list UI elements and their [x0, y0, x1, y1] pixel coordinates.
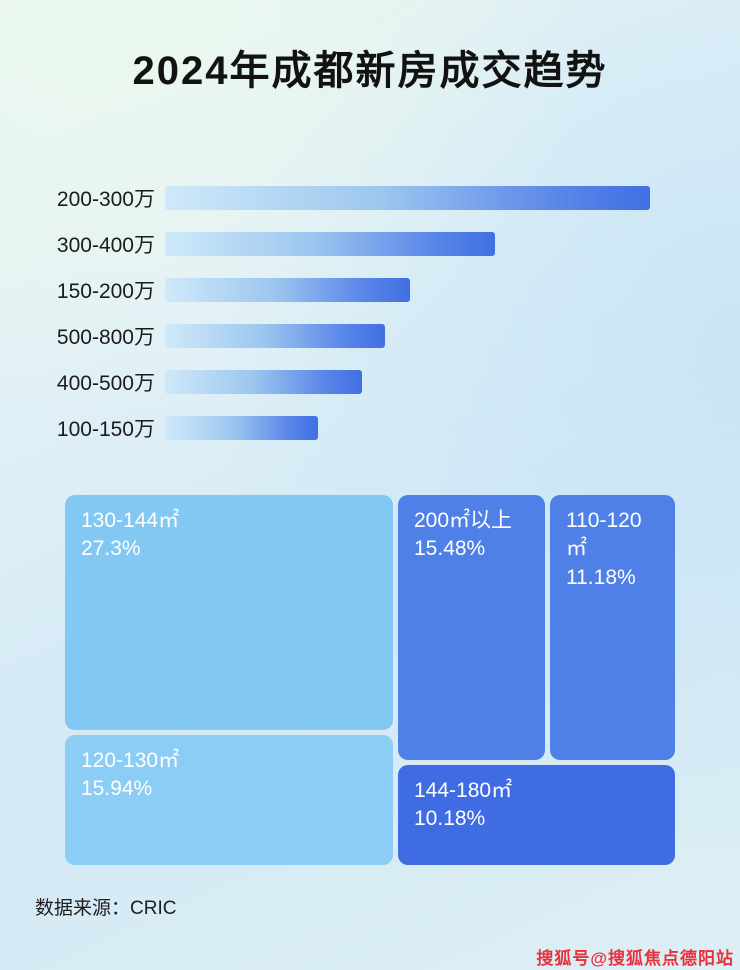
treemap-box-130-144: 130-144㎡ 27.3%: [65, 495, 393, 730]
bar-row: 400-500万: [0, 370, 740, 395]
treemap-label: 130-144㎡: [81, 509, 180, 532]
bar-row: 300-400万: [0, 232, 740, 257]
treemap-box-120-130: 120-130㎡ 15.94%: [65, 735, 393, 865]
bar-row: 150-200万: [0, 278, 740, 303]
bar: [165, 416, 318, 440]
bar-label: 200-300万: [56, 188, 155, 211]
bar-row: 100-150万: [0, 416, 740, 441]
treemap-value: 15.94%: [81, 777, 153, 801]
page-title: 2024年成都新房成交趋势: [132, 49, 608, 93]
treemap-value: 27.3%: [81, 537, 141, 561]
treemap-value: 10.18%: [414, 807, 486, 831]
bar: [165, 324, 385, 348]
bar-label: 300-400万: [56, 234, 155, 257]
treemap-box-110-120: 110-120㎡ 11.18%: [550, 495, 675, 760]
treemap-label: 144-180㎡: [414, 779, 513, 802]
bar-row: 200-300万: [0, 186, 740, 211]
bar: [165, 278, 410, 302]
treemap-value: 15.48%: [414, 537, 486, 561]
area-treemap: 130-144㎡ 27.3% 200㎡以上 15.48% 110-120㎡ 11…: [65, 495, 675, 865]
bar-row: 500-800万: [0, 324, 740, 349]
watermark-text: 搜狐号@搜狐焦点德阳站: [536, 949, 734, 968]
treemap-value: 11.18%: [566, 565, 636, 589]
price-bar-chart: 200-300万 300-400万 150-200万 500-800万 400-…: [0, 186, 740, 462]
bar: [165, 232, 495, 256]
bar-label: 150-200万: [56, 280, 155, 303]
bar-label: 100-150万: [56, 418, 155, 441]
treemap-label: 120-130㎡: [81, 749, 180, 772]
bar-label: 400-500万: [56, 372, 155, 395]
bar: [165, 370, 362, 394]
data-source-label: 数据来源：CRIC: [35, 898, 177, 919]
bar: [165, 186, 650, 210]
bar-label: 500-800万: [56, 326, 155, 349]
treemap-label: 200㎡以上: [414, 509, 513, 532]
treemap-box-144-180: 144-180㎡ 10.18%: [398, 765, 675, 865]
treemap-box-200-plus: 200㎡以上 15.48%: [398, 495, 545, 760]
treemap-label: 110-120㎡: [566, 509, 642, 561]
